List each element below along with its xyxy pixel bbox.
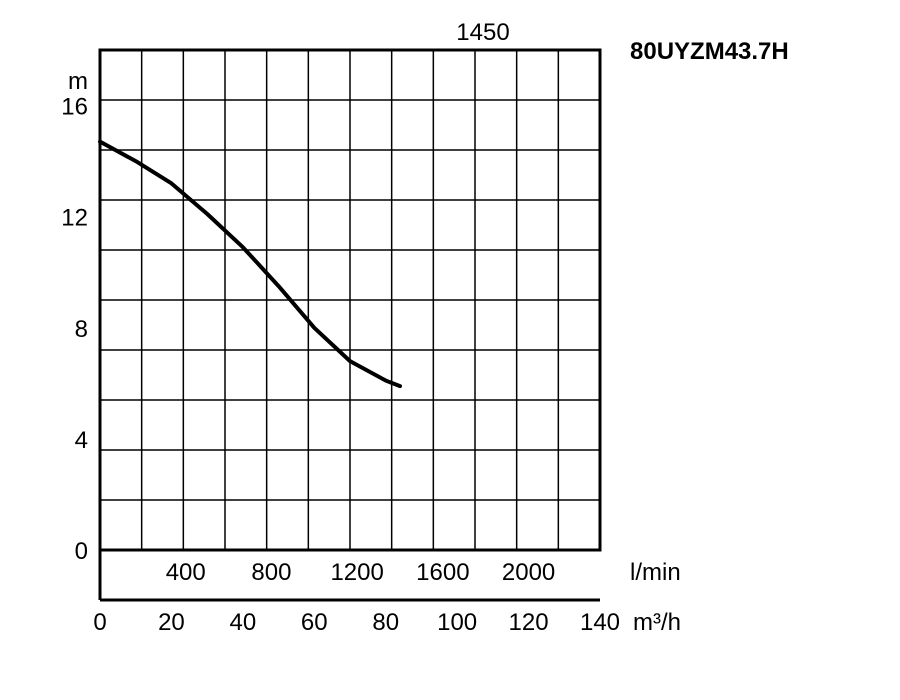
x-tick-label-m3h: 0	[93, 609, 106, 636]
x-tick-label-m3h: 140	[580, 609, 620, 636]
y-tick-label: 0	[75, 538, 88, 565]
x-tick-label-m3h: 20	[158, 609, 185, 636]
grid	[100, 50, 600, 550]
y-tick-label: 8	[75, 316, 88, 343]
y-tick-label: 16	[61, 94, 88, 121]
x-tick-label-m3h: 120	[509, 609, 549, 636]
x-tick-label-lmin: 800	[251, 559, 291, 586]
x-axis-m3h-unit-label: m³/h	[633, 609, 681, 636]
x-tick-label-lmin: 1200	[330, 559, 383, 586]
x-tick-label-m3h: 80	[372, 609, 399, 636]
y-axis-unit-label: m	[68, 68, 88, 95]
y-tick-label: 4	[75, 427, 88, 454]
plot-frame	[98, 48, 602, 552]
x-tick-label-lmin: 1600	[416, 559, 469, 586]
x-tick-label-m3h: 60	[301, 609, 328, 636]
speed-label: 1450	[456, 19, 509, 46]
x-axis-lmin-unit-label: l/min	[630, 559, 681, 586]
x-tick-label-lmin: 2000	[502, 559, 555, 586]
x-tick-label-lmin: 400	[166, 559, 206, 586]
axis-labels: 0 4 8 12 16 0 20 40 60 80 100 120 140 400 800 1200 1600 2…	[61, 94, 620, 636]
head-flow-curve	[98, 139, 402, 389]
x-tick-label-m3h: 40	[230, 609, 257, 636]
y-tick-label: 12	[61, 205, 88, 232]
model-title: 80UYZM43.7H	[630, 38, 789, 65]
x-tick-label-m3h: 100	[437, 609, 477, 636]
